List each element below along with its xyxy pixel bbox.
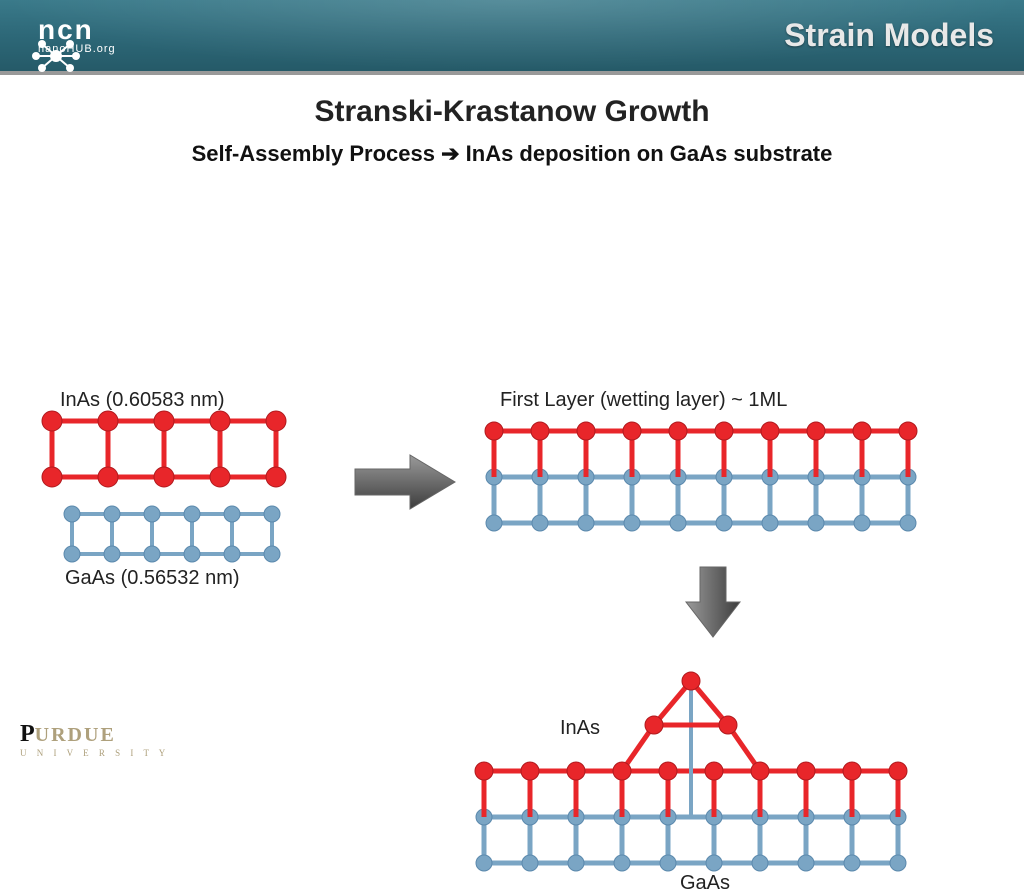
subtitle-suffix: InAs deposition on GaAs substrate [460,141,833,166]
purdue-p: P [20,721,35,747]
gaas-island-label: GaAs [680,872,730,895]
wetting-layer-lattice [480,409,940,539]
island-lattice [470,637,950,877]
header-title: Strain Models [784,17,994,54]
slide-title: Stranski-Krastanow Growth [0,95,1024,129]
purdue-sub: U N I V E R S I T Y [20,748,169,758]
org-logo: ncn nanoHUB.org [30,16,116,55]
purdue-rest: URDUE [35,724,116,746]
purdue-logo: PURDUE U N I V E R S I T Y [20,721,169,758]
gaas-lattice-label: GaAs (0.56532 nm) [65,567,240,590]
subtitle-arrow-icon: ➔ [441,141,459,166]
slide-subtitle: Self-Assembly Process ➔ InAs deposition … [0,141,1024,167]
gaas-free-lattice [60,502,300,572]
subtitle-prefix: Self-Assembly Process [192,141,441,166]
inas-free-lattice [40,407,300,497]
header-bar: ncn nanoHUB.org Strain Models [0,0,1024,75]
